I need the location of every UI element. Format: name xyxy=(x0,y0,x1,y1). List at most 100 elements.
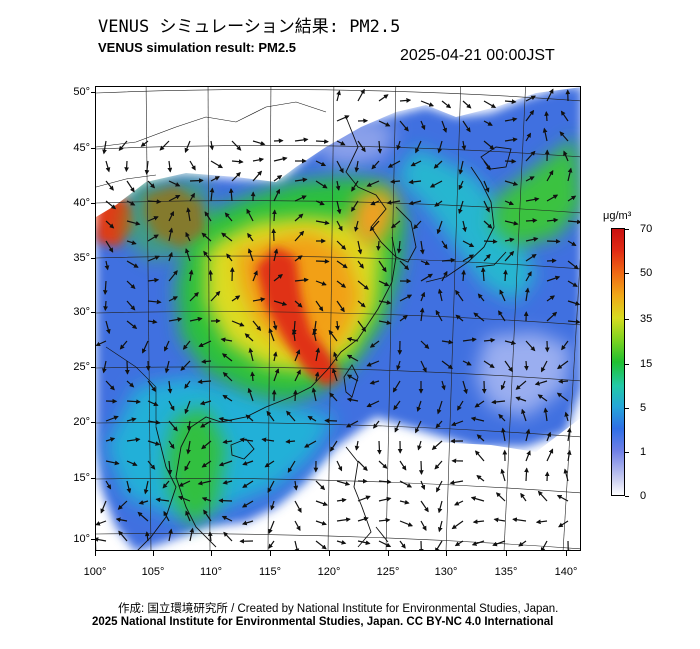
wind-arrow xyxy=(147,234,159,242)
wind-arrow xyxy=(392,380,401,393)
wind-arrow xyxy=(399,260,410,271)
wind-arrow xyxy=(386,200,401,205)
wind-arrow xyxy=(544,111,549,122)
wind-arrow xyxy=(164,360,170,374)
wind-arrow xyxy=(483,220,493,229)
lat-tick-label: 50° xyxy=(73,86,90,98)
wind-arrow xyxy=(252,170,263,182)
wind-arrow xyxy=(102,280,108,295)
wind-arrow xyxy=(168,194,181,202)
wind-arrow xyxy=(483,140,495,150)
wind-arrow xyxy=(124,160,130,173)
wind-arrow xyxy=(567,219,580,225)
wind-arrow xyxy=(457,400,464,411)
wind-arrow xyxy=(476,475,485,482)
lat-tick-label: 15° xyxy=(73,472,90,484)
wind-arrow xyxy=(218,460,233,467)
wind-arrow xyxy=(184,400,191,415)
wind-arrow xyxy=(273,368,280,382)
meridian-line xyxy=(327,87,335,550)
parallel-line xyxy=(96,311,580,326)
wind-arrow xyxy=(105,180,114,191)
coastline-indochina xyxy=(137,426,177,550)
wind-arrow xyxy=(371,160,380,170)
parallel-line xyxy=(96,477,580,494)
wind-arrow xyxy=(540,540,548,550)
lon-tick-label: 100° xyxy=(83,566,107,578)
wind-arrow xyxy=(399,315,408,322)
wind-arrow xyxy=(399,294,413,302)
wind-arrow xyxy=(272,351,278,362)
wind-arrow xyxy=(167,160,173,173)
wind-arrow xyxy=(168,528,173,542)
wind-arrow xyxy=(524,360,529,371)
parallel-line xyxy=(96,366,580,382)
wind-arrow xyxy=(546,295,555,302)
wind-arrow xyxy=(420,120,426,131)
title-english: VENUS simulation result: PM2.5 xyxy=(98,40,296,55)
wind-arrow xyxy=(311,387,317,402)
wind-arrow xyxy=(441,270,448,282)
wind-arrow xyxy=(357,240,363,255)
wind-arrow xyxy=(286,410,296,422)
wind-arrow xyxy=(458,180,464,191)
wind-arrow xyxy=(504,360,513,373)
wind-arrow xyxy=(242,480,254,488)
wind-arrow xyxy=(542,127,548,142)
wind-arrow xyxy=(336,90,341,102)
coastline-philippines xyxy=(345,446,389,548)
wind-arrow xyxy=(520,492,527,502)
wind-arrow xyxy=(142,340,149,354)
lon-tick-mark xyxy=(95,551,96,556)
wind-arrow xyxy=(210,160,224,169)
wind-arrow xyxy=(201,497,212,502)
wind-arrow xyxy=(567,300,580,306)
wind-arrow xyxy=(247,387,254,402)
lon-tick-label: 115° xyxy=(259,566,281,578)
wind-arrow xyxy=(543,407,549,422)
wind-arrow xyxy=(199,400,212,406)
lat-tick-label: 45° xyxy=(73,142,90,154)
wind-arrow xyxy=(378,496,392,502)
wind-arrow xyxy=(328,329,338,342)
colorbar-label: 35 xyxy=(640,313,653,325)
wind-arrow xyxy=(378,120,391,127)
wind-arrow xyxy=(126,260,139,268)
wind-arrow xyxy=(366,360,380,367)
wind-arrow xyxy=(126,399,141,405)
wind-arrow xyxy=(294,195,307,202)
wind-arrow xyxy=(294,177,308,183)
wind-arrow xyxy=(564,411,570,422)
wind-arrow xyxy=(480,267,486,282)
wind-arrow xyxy=(231,320,245,327)
wind-arrow xyxy=(201,232,212,242)
wind-arrow xyxy=(429,180,443,188)
wind-arrow xyxy=(147,380,157,392)
wind-arrow xyxy=(454,540,464,547)
wind-arrow xyxy=(102,360,107,374)
wind-arrow xyxy=(399,120,409,132)
wind-arrow xyxy=(264,460,275,468)
wind-arrow xyxy=(336,220,343,232)
wind-arrow xyxy=(504,200,514,206)
wind-arrow xyxy=(231,295,241,302)
lon-tick-mark xyxy=(506,551,507,556)
wind-arrow xyxy=(335,180,341,191)
wind-arrow xyxy=(147,180,156,189)
wind-arrow xyxy=(504,117,518,122)
wind-arrow xyxy=(556,494,569,502)
license-text: 2025 National Institute for Environmenta… xyxy=(92,616,554,628)
wind-arrow xyxy=(246,208,254,222)
wind-arrow xyxy=(147,255,160,262)
wind-arrow xyxy=(357,300,366,308)
wind-arrow xyxy=(415,140,422,154)
wind-arrow xyxy=(126,320,138,329)
wind-arrow xyxy=(378,460,388,469)
wind-arrow xyxy=(292,389,298,402)
wind-arrow xyxy=(396,240,402,254)
wind-arrow xyxy=(378,320,392,325)
pm25-map xyxy=(95,86,581,551)
wind-arrow xyxy=(346,337,359,342)
wind-arrow xyxy=(185,510,191,522)
wind-arrow xyxy=(167,460,173,475)
